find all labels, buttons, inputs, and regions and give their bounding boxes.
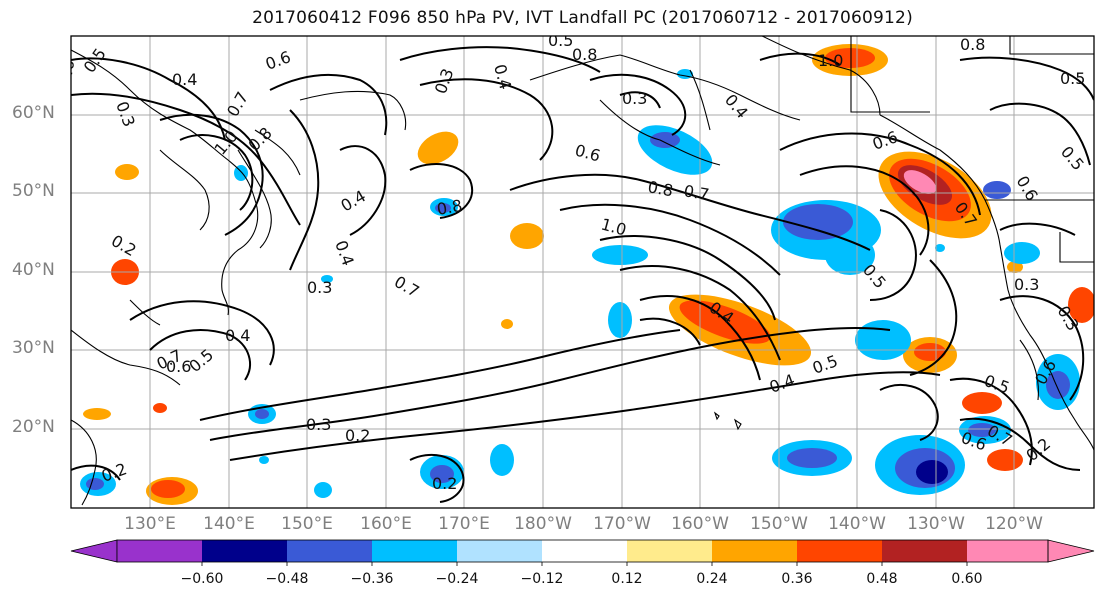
contour-label: 0.3: [307, 278, 332, 297]
contour-label: 0.7: [682, 181, 710, 204]
lon-label-170e: 170°E: [438, 514, 490, 534]
contour-label: 1.0: [818, 51, 843, 70]
colorbar-low-extension: [70, 539, 118, 563]
contour-label: 0.3: [306, 415, 331, 434]
lon-label-170w: 170°W: [593, 514, 651, 534]
contour-label: 0.3: [622, 89, 647, 108]
colorbar-swatch: [372, 540, 457, 562]
lat-label-50n: 50°N: [12, 181, 55, 201]
shaded-anomalies: [80, 44, 1094, 505]
lon-label-120w: 120°W: [985, 514, 1043, 534]
contour-label: 0.5: [1060, 69, 1085, 88]
contour-label: 0.8: [960, 35, 985, 54]
lat-label-40n: 40°N: [12, 260, 55, 280]
colorbar-swatch: [117, 540, 202, 562]
colorbar-tick-label: 0.48: [866, 571, 898, 587]
contour-label: 0.8: [572, 45, 597, 64]
gridlines: [71, 36, 1094, 508]
lon-label-160w: 160°W: [671, 514, 729, 534]
colorbar-swatch: [627, 540, 712, 562]
lon-label-130e: 130°E: [124, 514, 176, 534]
map-title: 2017060412 F096 850 hPa PV, IVT Landfall…: [252, 8, 913, 28]
colorbar-high-extension: [1047, 539, 1095, 563]
colorbar-tick-label: −0.24: [435, 571, 479, 587]
contour-label: 0.4: [172, 70, 197, 89]
contour-label: 0.8: [435, 196, 463, 219]
contour-label: 0.2: [432, 474, 457, 493]
colorbar-swatch: [882, 540, 967, 562]
colorbar-tick-label: −0.12: [520, 571, 564, 587]
lat-label-20n: 20°N: [12, 417, 55, 437]
colorbar-swatch: [287, 540, 372, 562]
colorbar-swatch: [797, 540, 882, 562]
colorbar-tick-label: 0.24: [696, 571, 728, 587]
colorbar-frame: [116, 539, 1049, 563]
contour-label: 0.6: [166, 357, 191, 376]
lon-label-130w: 130°W: [907, 514, 965, 534]
lon-label-140e: 140°E: [203, 514, 255, 534]
colorbar: [70, 539, 1095, 566]
lon-label-160e: 160°E: [360, 514, 412, 534]
contour-label: 0.5: [548, 31, 573, 50]
pv-contours: [71, 46, 1094, 503]
contour-label: 0.8: [646, 177, 674, 200]
lat-label-30n: 30°N: [12, 338, 55, 358]
lat-label-60n: 60°N: [12, 103, 55, 123]
contour-label: 0.6: [55, 58, 78, 86]
lon-label-150w: 150°W: [750, 514, 808, 534]
coastlines: [71, 36, 1094, 506]
contour-label: 0.4: [225, 326, 250, 345]
colorbar-tick-label: −0.36: [350, 571, 394, 587]
contour-label: 0.3: [1014, 275, 1039, 294]
lon-label-140w: 140°W: [828, 514, 886, 534]
colorbar-tick-label: 0.12: [611, 571, 643, 587]
colorbar-swatch: [542, 540, 627, 562]
colorbar-tick-label: 0.60: [951, 571, 983, 587]
contour-label: 0.2: [345, 426, 370, 445]
colorbar-tick-label: −0.48: [265, 571, 309, 587]
map-frame: [70, 35, 1095, 509]
colorbar-swatch: [712, 540, 797, 562]
lon-label-180w: 180°W: [514, 514, 572, 534]
colorbar-tick-label: 0.36: [781, 571, 813, 587]
colorbar-swatch: [202, 540, 287, 562]
colorbar-swatch: [967, 540, 1048, 562]
lon-label-150e: 150°E: [281, 514, 333, 534]
colorbar-tick-label: −0.60: [180, 571, 224, 587]
colorbar-swatch: [457, 540, 542, 562]
